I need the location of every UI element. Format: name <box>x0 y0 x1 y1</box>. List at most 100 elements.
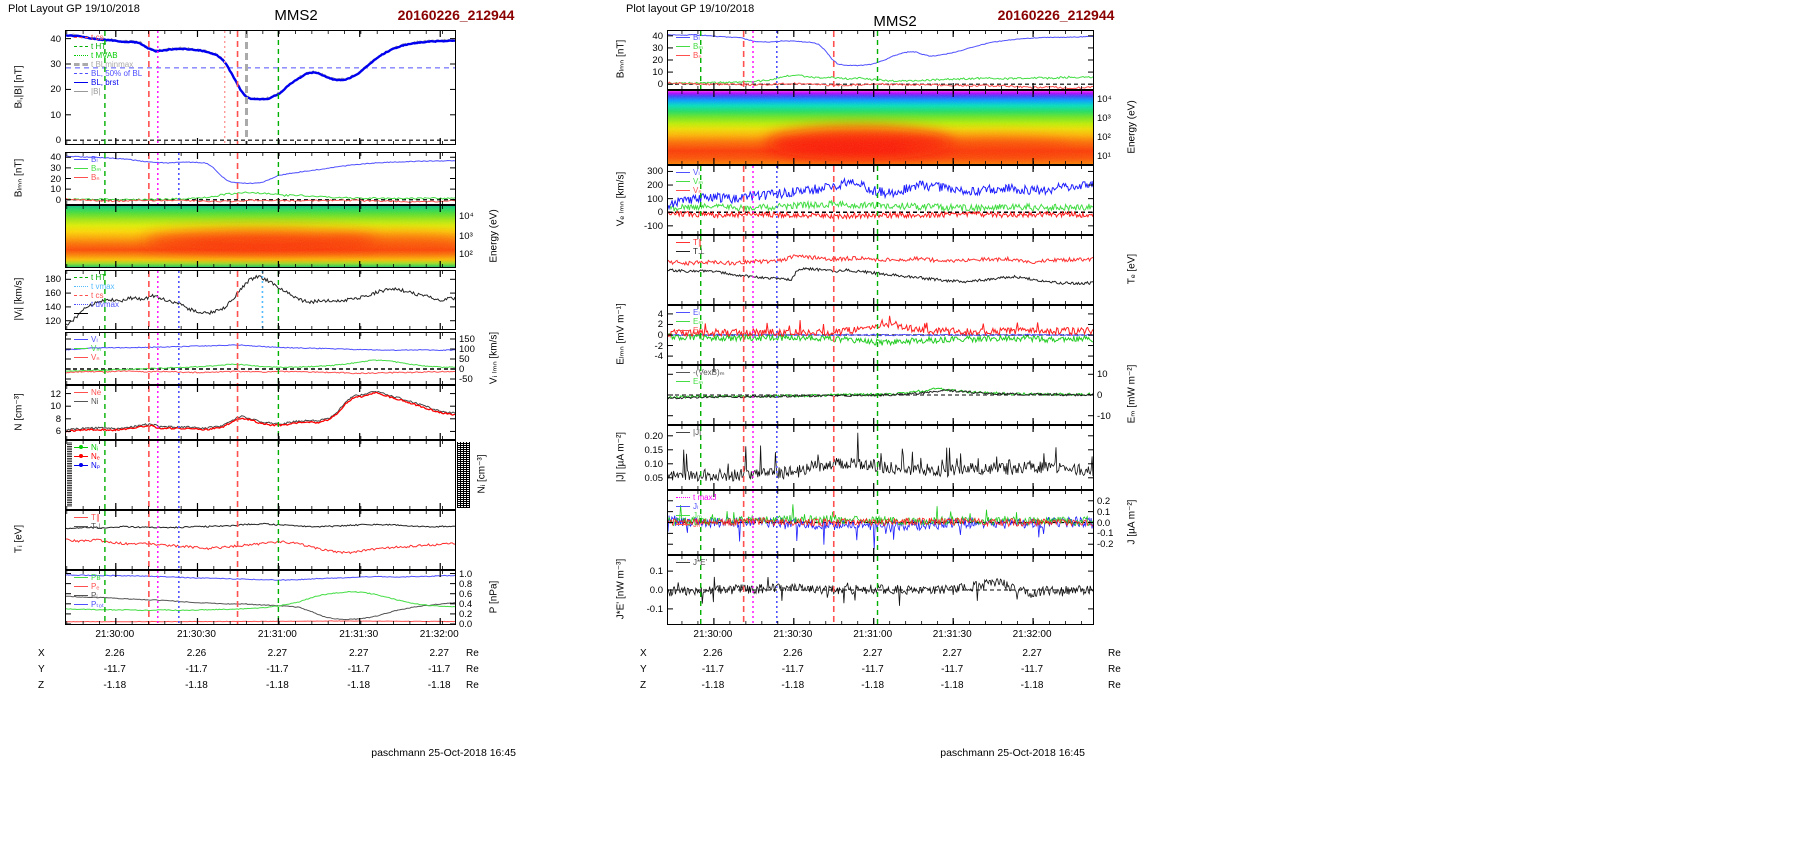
ephemeris-value: -11.7 <box>861 664 884 675</box>
ytick-label: 8 <box>55 413 61 425</box>
panel-right-e-lmn <box>667 305 1094 365</box>
ephemeris-row-label: X <box>640 648 647 659</box>
ytick-label: 20 <box>50 84 61 96</box>
legend-te: T∥ T⊥ <box>676 238 705 256</box>
legend-item: t cs <box>74 291 119 300</box>
ephemeris-value: -11.7 <box>1021 664 1044 675</box>
legend-item: t dvmax <box>74 300 119 309</box>
xtick-label: 21:32:00 <box>419 629 459 640</box>
ephemeris-value: 2.27 <box>1022 648 1042 659</box>
legend-item: Jₙ <box>676 520 717 529</box>
xtick-label: 21:30:00 <box>693 629 733 640</box>
ytick-label: 0.15 <box>644 444 664 456</box>
legend-vi-mag: t HT t vmax t cs t dvmax <box>74 273 119 318</box>
ytick-label: 0 <box>657 79 663 91</box>
legend-item: Vₗ <box>676 168 703 177</box>
xtick-label: 21:30:30 <box>177 629 216 640</box>
ephemeris-value: -11.7 <box>185 664 208 675</box>
footer-left: paschmann 25-Oct-2018 16:45 <box>371 747 516 759</box>
y-axis-label-te: Tₑ [eV] <box>1126 253 1138 285</box>
event-code-left: 20160226_212944 <box>397 7 515 23</box>
ytick-label: 6 <box>55 426 61 438</box>
panel-right-blmn <box>667 30 1094 90</box>
ephemeris-value: -1.18 <box>861 680 885 691</box>
ytick-label: 10³ <box>459 230 473 242</box>
ytick-label: 0.10 <box>644 458 664 470</box>
ephemeris-value: -1.18 <box>103 680 127 691</box>
panel-right-ve-lmn <box>667 165 1094 235</box>
legend-item: Nₚ <box>74 461 100 470</box>
panel-left-ion-spectrogram <box>65 205 456 268</box>
panel-left-ni-species <box>65 440 456 510</box>
panel-left-pressure <box>65 570 456 625</box>
legend-item: Bₘ <box>74 164 101 173</box>
ytick-label: 0 <box>1097 390 1103 401</box>
legend-item: t HT <box>74 42 142 51</box>
event-code-right: 20160226_212944 <box>997 7 1115 23</box>
ephemeris-value: -1.18 <box>940 680 964 691</box>
ytick-label: 150 <box>459 334 475 345</box>
legend-item: Jₗ <box>676 502 717 511</box>
legend-item: t HT <box>74 273 119 282</box>
legend-bl-b: t cs t HT t MVAB t BLminmax BL, 50% of BL BL,… <box>74 33 142 96</box>
y-axis-label-blmn: Bₗₘₙ [nT] <box>13 158 25 197</box>
legend-item: T⊥ <box>676 247 705 256</box>
legend-item: Bₗ <box>676 33 703 42</box>
ephemeris-value: -1.18 <box>185 680 208 691</box>
layout-label-right: Plot layout GP 19/10/2018 <box>626 3 755 15</box>
legend-pressure: Pʙ Pₑ Pᵢ Pₜₒₜ <box>74 573 104 609</box>
legend-item: Bₗ <box>74 155 101 164</box>
plot-area-ve-lmn <box>668 166 1093 234</box>
ytick-label: 12 <box>50 388 61 400</box>
y-axis-label-ni-species: Nᵢ [cm⁻³] <box>476 454 488 494</box>
ephemeris-row-label: Z <box>38 680 45 691</box>
ephemeris-value: 2.26 <box>186 648 207 659</box>
ephemeris-value: -1.18 <box>781 680 805 691</box>
legend-item: Bₙ <box>676 51 703 60</box>
ytick-label: 0 <box>459 364 465 375</box>
ytick-label: 0.2 <box>459 608 473 620</box>
ephemeris-value: 2.26 <box>105 648 125 659</box>
ytick-label: 0.0 <box>1097 517 1111 529</box>
legend-item: t vmax <box>74 282 119 291</box>
ephemeris-row-label: Z <box>640 680 647 691</box>
y-axis-label-j-lmn: J [µA m⁻²] <box>1126 499 1138 544</box>
legend-item: |J| <box>676 428 701 437</box>
legend-item: Nᵢ <box>74 443 100 452</box>
plot-area-em-vexb <box>668 366 1093 424</box>
ytick-label: 4 <box>657 308 663 320</box>
ytick-label: 10³ <box>1097 112 1111 124</box>
legend-ti: T∥ T⊥ <box>74 513 103 531</box>
ytick-label: 10² <box>1097 131 1111 143</box>
ytick-label: 0 <box>55 135 61 147</box>
ytick-label: 0.0 <box>459 619 473 630</box>
ytick-label: 10 <box>50 184 61 196</box>
panel-left-vi-lmn <box>65 332 456 385</box>
panel-left-density <box>65 385 456 440</box>
y-axis-label-ti: Tᵢ [eV] <box>13 524 25 554</box>
legend-item <box>74 309 119 318</box>
legend-item: T⊥ <box>74 522 103 531</box>
ephemeris-value: -1.18 <box>427 680 451 691</box>
panel-right-em-vexb <box>667 365 1094 425</box>
xtick-label: 21:30:00 <box>95 629 135 640</box>
plot-area-vi-lmn <box>66 333 455 384</box>
ytick-label: 2 <box>657 319 663 331</box>
legend-item: Vₘ <box>676 177 703 186</box>
legend-item: T∥ <box>74 513 103 522</box>
ytick-label: 0.1 <box>649 566 663 578</box>
ephemeris-value: -1.18 <box>1020 680 1044 691</box>
legend-item: t BLminmax <box>74 60 142 69</box>
ephemeris-value: 2.27 <box>942 648 962 659</box>
legend-item: t MVAB <box>74 51 142 60</box>
xtick-label: 21:31:30 <box>339 629 379 640</box>
y-axis-label-vi-mag: |Vᵢ| [km/s] <box>13 277 25 321</box>
ytick-label: 200 <box>647 180 663 192</box>
ytick-label: 0.20 <box>644 430 664 442</box>
ytick-label: 40 <box>50 33 61 45</box>
panel-left-ti <box>65 510 456 570</box>
ephemeris-unit: Re <box>1108 648 1121 659</box>
ephemeris-value: -11.7 <box>781 664 804 675</box>
panel-right-j-mag <box>667 425 1094 490</box>
